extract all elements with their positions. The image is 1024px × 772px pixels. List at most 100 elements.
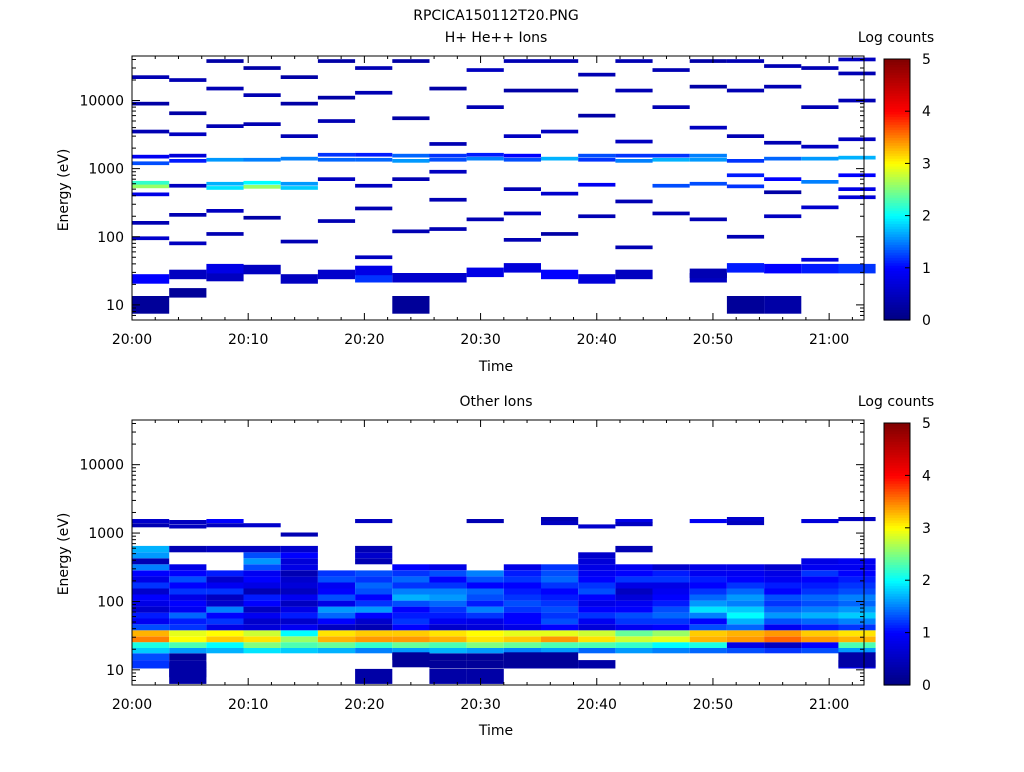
x-tick-label: 20:00 xyxy=(112,332,152,348)
spectrogram-cell xyxy=(726,624,765,631)
colorbar-segment xyxy=(884,301,910,305)
spectrogram-cell xyxy=(652,183,690,188)
colorbar: 0 1 2 3 4 5 xyxy=(883,416,931,694)
spectrogram-cell xyxy=(764,214,802,219)
spectrogram-cell xyxy=(429,169,467,174)
spectrogram-cell xyxy=(503,570,541,577)
spectrogram-cell xyxy=(541,636,579,643)
spectrogram-cell xyxy=(392,116,430,121)
colorbar-segment xyxy=(884,535,910,539)
spectrogram-cell xyxy=(726,606,765,613)
spectrogram-cell xyxy=(355,265,393,276)
spectrogram-cell xyxy=(838,155,876,160)
colorbar-segment xyxy=(884,186,910,191)
spectrogram-cell xyxy=(838,600,876,607)
spectrogram-cell xyxy=(801,618,839,625)
spectrogram-cell xyxy=(466,668,504,684)
colorbar-segment xyxy=(884,267,910,272)
spectrogram-cell xyxy=(615,153,653,158)
colorbar-segment xyxy=(884,121,910,125)
spectrogram-cell xyxy=(429,660,467,669)
spectrogram-cell xyxy=(317,59,356,63)
spectrogram-cell xyxy=(764,296,802,314)
colorbar-segment xyxy=(884,129,910,133)
spectrogram-cell xyxy=(206,157,244,162)
spectrogram-cell xyxy=(280,618,318,625)
spectrogram-cell xyxy=(243,523,281,528)
spectrogram-cell xyxy=(243,264,281,275)
spectrogram-cell xyxy=(206,600,244,607)
spectrogram-cell xyxy=(280,186,318,190)
spectrogram-cell xyxy=(726,576,765,583)
colorbar-segment xyxy=(884,475,910,479)
spectrogram-cell xyxy=(392,606,430,613)
spectrogram-cell xyxy=(541,582,579,589)
colorbar-segment xyxy=(884,522,910,526)
spectrogram-cell xyxy=(243,66,281,70)
spectrogram-cell xyxy=(169,606,207,613)
colorbar-segment xyxy=(884,658,910,663)
spectrogram-cell xyxy=(355,206,393,211)
spectrogram-cell xyxy=(838,624,876,631)
spectrogram-cell xyxy=(726,263,765,273)
colorbar-segment xyxy=(884,113,910,118)
spectrogram-cell xyxy=(355,273,393,283)
spectrogram-cell xyxy=(429,618,467,625)
spectrogram-cell xyxy=(169,618,207,625)
spectrogram-cell xyxy=(578,274,616,284)
colorbar-segment xyxy=(884,577,910,581)
spectrogram-cell xyxy=(764,630,802,637)
spectrogram-cell xyxy=(355,558,393,565)
colorbar-segment xyxy=(884,87,910,91)
colorbar-segment xyxy=(884,244,910,248)
colorbar-segment xyxy=(884,540,910,545)
colorbar-segment xyxy=(884,166,910,170)
colorbar-tick-label: 0 xyxy=(922,678,931,694)
y-tick-label: 1000 xyxy=(88,162,124,178)
spectrogram-cell xyxy=(503,612,541,619)
colorbar-segment xyxy=(884,472,910,476)
colorbar-segment xyxy=(884,491,910,495)
colorbar-segment xyxy=(884,551,910,555)
colorbar-segment xyxy=(884,519,910,524)
colorbar-segment xyxy=(884,59,910,63)
colorbar-segment xyxy=(884,682,910,686)
colorbar-segment xyxy=(884,561,910,566)
colorbar-segment xyxy=(884,645,910,649)
spectrogram-cell xyxy=(764,618,802,625)
spectrogram-cell xyxy=(578,570,616,577)
colorbar-segment xyxy=(884,556,910,560)
spectrogram-cell xyxy=(578,630,616,637)
spectrogram-cell xyxy=(355,594,393,601)
spectrogram-cell xyxy=(132,184,170,189)
spectrogram-cell xyxy=(578,660,616,669)
spectrogram-cell xyxy=(503,153,541,158)
spectrogram-cell xyxy=(169,153,207,158)
spectrogram-cell xyxy=(280,101,318,106)
spectrogram-cell xyxy=(578,600,616,607)
colorbar-segment xyxy=(884,61,910,65)
spectrogram-cell xyxy=(801,66,839,70)
spectrogram-cell xyxy=(132,636,170,643)
spectrogram-cell xyxy=(764,564,802,571)
spectrogram-cell xyxy=(243,624,281,631)
spectrogram-cell xyxy=(578,647,616,654)
colorbar-segment xyxy=(884,246,910,251)
spectrogram-cell xyxy=(466,570,504,577)
spectrogram-cell xyxy=(355,600,393,607)
colorbar-tick-label: 3 xyxy=(922,521,931,537)
x-tick-label: 20:50 xyxy=(693,697,733,713)
colorbar-tick-label: 1 xyxy=(922,626,931,642)
spectrogram-cell xyxy=(615,636,653,643)
spectrogram-cell xyxy=(317,157,356,162)
spectrogram-cell xyxy=(169,78,207,82)
spectrogram-cell xyxy=(243,570,281,577)
spectrogram-cell xyxy=(355,636,393,643)
spectrogram-cell xyxy=(280,75,318,79)
spectrogram-cell xyxy=(615,139,653,144)
spectrogram-cell xyxy=(429,668,467,684)
colorbar-segment xyxy=(884,674,910,678)
spectrogram-cell xyxy=(317,582,356,589)
spectrogram-cell xyxy=(317,600,356,607)
colorbar-segment xyxy=(884,459,910,463)
